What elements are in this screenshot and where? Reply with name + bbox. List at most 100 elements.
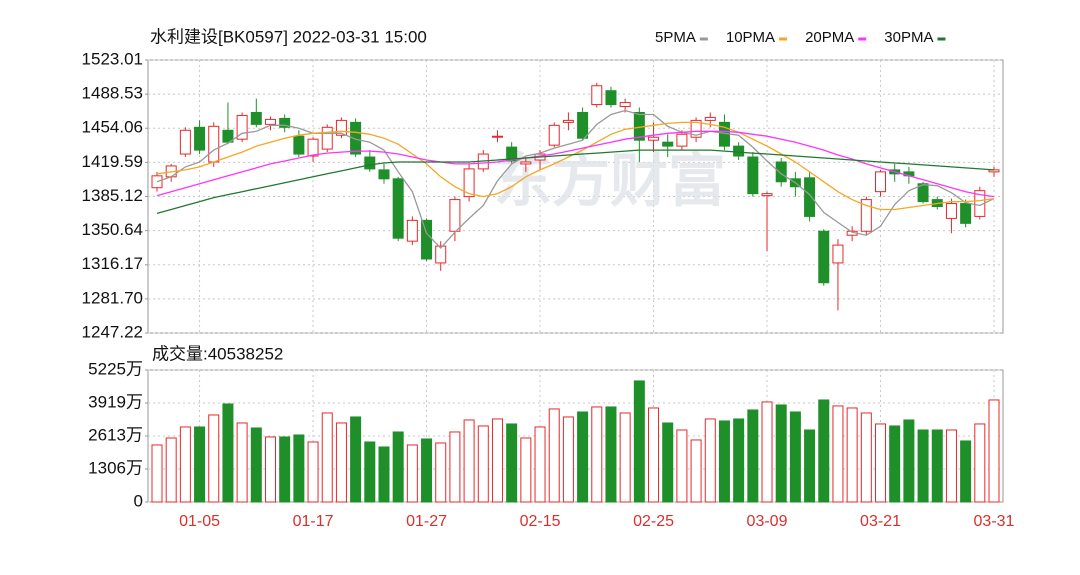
y-tick-label: 1419.59 (82, 152, 143, 171)
volume-bar (435, 442, 447, 503)
candle-body (194, 126, 206, 151)
candle-body (491, 135, 503, 138)
volume-bar (548, 408, 560, 503)
x-tick-label: 01-17 (293, 513, 334, 530)
volume-bar (804, 429, 816, 503)
candle-body (520, 161, 532, 165)
volume-bar (236, 422, 248, 503)
candle-body (264, 118, 276, 125)
volume-bar (846, 407, 858, 503)
ma-line (156, 109, 995, 250)
ma-line (156, 121, 995, 211)
volume-bar (875, 423, 887, 503)
candle-body (548, 124, 560, 146)
y-tick-label: 1523.01 (82, 49, 143, 68)
volume-bar (562, 416, 574, 503)
candle-body (775, 161, 787, 183)
candle-body (506, 146, 518, 162)
volume-bar (449, 431, 461, 503)
volume-bar (534, 426, 546, 503)
candle-body (350, 121, 362, 155)
volume-bar (463, 419, 475, 503)
volume-bar (506, 423, 518, 503)
candle-body (293, 135, 305, 155)
volume-bar (789, 411, 801, 503)
candle-body (945, 203, 957, 219)
candle-body (577, 111, 589, 139)
volume-bar (832, 405, 844, 503)
volume-bar (761, 401, 773, 503)
volume-bar (889, 425, 901, 503)
volume-bar (491, 418, 503, 503)
volume-bar (988, 399, 1000, 503)
x-tick-label: 03-09 (747, 513, 788, 530)
candle-body (619, 102, 631, 108)
volume-bar (718, 420, 730, 503)
volume-bar (179, 426, 191, 503)
volume-bar (818, 399, 830, 503)
volume-bar (321, 412, 333, 503)
y-tick-label: 1306万 (88, 458, 143, 477)
candle-body (307, 138, 319, 157)
candle-body (335, 119, 347, 136)
candle-body (463, 168, 475, 198)
candle-body (562, 119, 574, 123)
candle-body (378, 169, 390, 180)
x-tick-label: 01-27 (406, 513, 447, 530)
candle-body (690, 119, 702, 138)
candle-body (435, 245, 447, 264)
volume-bar (250, 427, 262, 503)
volume-bar (477, 425, 489, 503)
volume-bar (293, 434, 305, 503)
legend-label: 10PMA (726, 29, 775, 46)
candle-body (236, 114, 248, 140)
volume-bar (690, 439, 702, 503)
volume-bar (520, 437, 532, 503)
volume-bar (917, 429, 929, 503)
y-tick-label: 1385.12 (82, 186, 143, 205)
chart-title: 水利建设[BK0597] 2022-03-31 15:00 (150, 27, 427, 46)
volume-bar (406, 444, 418, 503)
y-tick-label: 1350.64 (82, 220, 143, 239)
candle-body (761, 193, 773, 197)
legend-label: 30PMA (884, 29, 933, 46)
candle-body (605, 90, 617, 106)
y-tick-label: 1488.53 (82, 84, 143, 103)
volume-bar (279, 436, 291, 503)
volume-bar (931, 429, 943, 503)
candle-body (208, 125, 220, 163)
volume-bar (392, 431, 404, 503)
volume-bar (747, 409, 759, 503)
volume-bar (151, 444, 163, 503)
volume-bar (194, 426, 206, 503)
volume-bar (350, 416, 362, 503)
volume-bar (662, 422, 674, 503)
volume-bar (974, 423, 986, 503)
candle-body (747, 156, 759, 195)
y-tick-label: 3919万 (88, 392, 143, 411)
candle-body (250, 111, 262, 125)
volume-bar (733, 418, 745, 503)
x-tick-label: 02-25 (633, 513, 674, 530)
x-tick-label: 02-15 (520, 513, 561, 530)
volume-bar (335, 422, 347, 503)
volume-bar (307, 441, 319, 503)
volume-bar (222, 403, 234, 503)
watermark: 东方财富 (494, 148, 726, 213)
candle-body (392, 178, 404, 239)
volume-bar (945, 429, 957, 503)
volume-bar (577, 411, 589, 503)
x-tick-label: 03-21 (860, 513, 901, 530)
y-tick-label: 1247.22 (82, 322, 143, 341)
candle-body (406, 219, 418, 242)
candle-body (704, 116, 716, 121)
volume-bar (676, 429, 688, 503)
volume-bar (165, 437, 177, 503)
volume-bar (605, 406, 617, 503)
y-tick-label: 0 (134, 491, 143, 510)
candle-body (364, 156, 376, 170)
candle-body (648, 136, 660, 141)
volume-bar (960, 440, 972, 503)
volume-bar (264, 436, 276, 503)
